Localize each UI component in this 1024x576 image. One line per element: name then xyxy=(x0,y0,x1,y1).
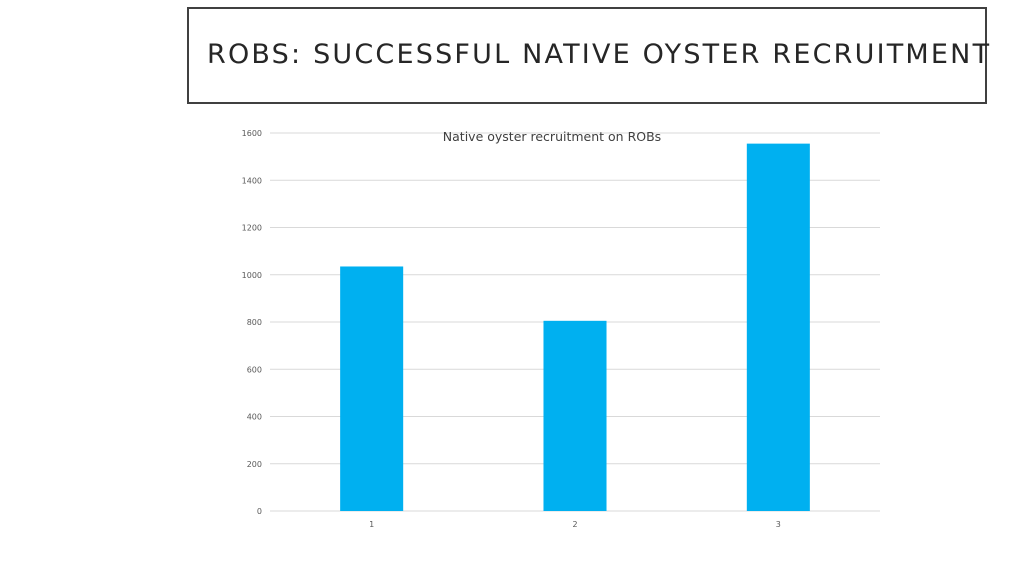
y-tick-label: 800 xyxy=(247,318,262,327)
y-tick-label: 1000 xyxy=(242,271,262,280)
chart-title: Native oyster recruitment on ROBs xyxy=(443,129,661,144)
y-tick-label: 200 xyxy=(247,460,262,469)
y-tick-label: 0 xyxy=(257,507,262,516)
bars xyxy=(340,143,810,511)
y-tick-label: 1400 xyxy=(242,176,262,185)
y-tick-label: 1600 xyxy=(242,129,262,138)
y-tick-label: 600 xyxy=(247,365,262,374)
y-tick-label: 400 xyxy=(247,413,262,422)
y-axis-ticks: 0 200 400 600 800 1000 1200 1400 1600 xyxy=(242,129,262,516)
bar-3 xyxy=(746,143,810,511)
y-tick-label: 1200 xyxy=(242,224,262,233)
slide-title-box: ROBS: SUCCESSFUL NATIVE OYSTER RECRUITME… xyxy=(187,7,989,104)
bar-2 xyxy=(543,320,607,511)
x-tick-label: 2 xyxy=(572,520,577,529)
slide-title: ROBS: SUCCESSFUL NATIVE OYSTER RECRUITME… xyxy=(207,39,992,70)
x-tick-label: 1 xyxy=(369,520,374,529)
x-axis-ticks: 1 2 3 xyxy=(369,520,781,529)
bar-1 xyxy=(340,266,404,511)
x-tick-label: 3 xyxy=(776,520,781,529)
